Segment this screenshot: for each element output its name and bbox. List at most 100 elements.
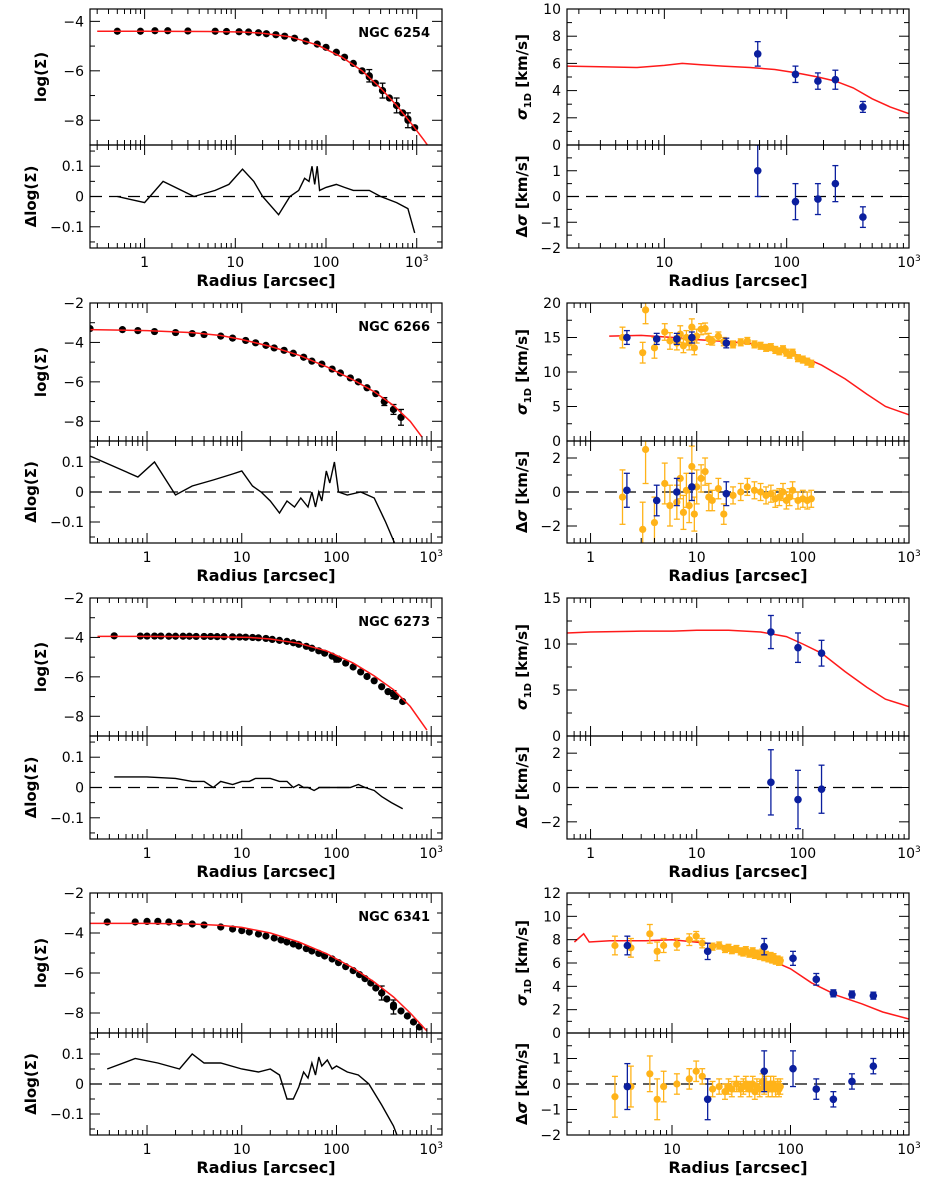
dispersion-frame (566, 597, 910, 737)
dispersion-blue-point (688, 333, 696, 342)
dispersion-panel: 0 5 10 15 20 σ1D [km/s] (513, 296, 910, 450)
xtick-label: 100 (323, 1142, 350, 1158)
dispersion-orange-point (750, 340, 759, 348)
residual-blue-point (789, 1064, 797, 1073)
x-axis-label: Radius [arcsec] (668, 1158, 807, 1177)
xtick-label: 103 (897, 549, 921, 566)
ylabel-unit: [km/s] (513, 34, 531, 93)
ytick-label: −0.1 (50, 1107, 84, 1123)
dispersion-blue-point (829, 989, 838, 998)
ylabel-delta: Δ (513, 226, 531, 238)
surface-point (409, 1018, 418, 1026)
ytick-label: −2 (63, 591, 84, 607)
surface-point (383, 995, 391, 1003)
ytick-label: 0 (552, 781, 561, 797)
x-axis-label: Radius [arcsec] (196, 271, 335, 290)
residual-orange-point (708, 1085, 717, 1093)
ytick-label: 0.1 (62, 750, 84, 766)
ytick-label: 0 (552, 729, 561, 745)
residual-blue-point (794, 795, 802, 804)
dispersion-data (567, 614, 909, 708)
residual-blue-point (812, 1085, 821, 1093)
dispersion-model-line (567, 629, 909, 708)
ylabel-subscript: 1D (523, 979, 534, 994)
surface-ylabel: log(Σ) (32, 642, 50, 692)
dispersion-blue-point (753, 50, 762, 58)
surface-residual-panel: 0.1 0 −0.1 1 10 100 103 Δlog(Σ) Radius [arcsec] (22, 144, 443, 290)
dispersion-residual-data (567, 749, 909, 830)
residual-orange-point (745, 1085, 754, 1093)
dispersion-frame (566, 8, 910, 146)
dispersion-blue-point (794, 643, 802, 652)
ytick-label: 0 (75, 190, 84, 206)
xtick-exponent: 3 (437, 549, 443, 559)
surface-point (245, 928, 253, 936)
x-axis-label: Radius [arcsec] (668, 271, 807, 290)
dispersion-panel: 0 2 4 6 8 10 12 σ1D [km/s] (513, 886, 910, 1042)
dispersion-blue-point (869, 991, 878, 1000)
ytick-label: 8 (552, 29, 561, 45)
ylabel-subscript: 1D (523, 683, 534, 698)
residual-orange-point (750, 486, 759, 494)
dispersion-orange-point (737, 338, 745, 346)
dispersion-blue-point (703, 947, 712, 956)
surface-data (90, 325, 423, 438)
residual-orange-point (732, 1080, 741, 1088)
xtick-label: 10 (233, 1142, 251, 1158)
residual-blue-point (814, 195, 822, 203)
surface-residual-line (117, 166, 416, 234)
ylabel-subscript: 1D (523, 93, 534, 108)
surface-point (289, 940, 297, 948)
residual-orange-point (611, 1093, 619, 1101)
ytick-label: 2 (552, 111, 561, 127)
ytick-label: 6 (552, 56, 561, 72)
ylabel-subscript: 1D (523, 388, 534, 403)
residual-blue-point (869, 1062, 878, 1070)
ytick-label: −1 (540, 215, 561, 231)
surface-point (165, 918, 173, 926)
residual-orange-point (737, 488, 745, 496)
surface-point (349, 663, 357, 671)
residual-blue-point (652, 496, 661, 505)
surface-point (131, 918, 139, 926)
ylabel-sigma: σ (513, 805, 531, 817)
ytick-label: 1 (552, 1052, 561, 1068)
xtick-label: 1 (586, 550, 595, 566)
dispersion-blue-point (767, 628, 775, 636)
cluster-label: NGC 6254 (358, 26, 430, 41)
ytick-label: 0.1 (62, 455, 84, 471)
dispersion-residual-panel: 2 0 −2 1 10 100 103 Δσ [km/s] Radius [arcsec] (513, 440, 921, 585)
surface-residual-panel: 0.1 0 −0.1 1 10 100 103 Δlog(Σ) Radius [arcsec] (22, 440, 443, 585)
dispersion-residual-ylabel: Δσ [km/s] (513, 155, 531, 237)
ytick-label: 10 (543, 637, 561, 653)
residual-blue-point (831, 179, 840, 188)
ylabel-delta: Δ (513, 521, 531, 533)
surface-model-line (90, 922, 428, 1032)
surface-point (277, 936, 285, 944)
dispersion-blue-point (760, 942, 769, 951)
residual-orange-point (742, 1080, 750, 1088)
dispersion-orange-point (729, 340, 737, 348)
ytick-label: 5 (552, 400, 561, 416)
dispersion-blue-point (789, 954, 797, 963)
residual-orange-point (708, 496, 716, 505)
ytick-label: −2 (540, 815, 561, 831)
ytick-label: −6 (63, 670, 84, 686)
ytick-label: 0 (552, 1026, 561, 1042)
dispersion-frame (566, 892, 910, 1034)
dispersion-orange-point (666, 337, 674, 345)
surface-data (90, 917, 428, 1032)
ytick-label: −6 (63, 966, 84, 982)
x-axis-label: Radius [arcsec] (196, 862, 335, 881)
surface-residual-ylabel: Δlog(Σ) (22, 166, 40, 228)
ytick-label: 2 (552, 746, 561, 762)
ytick-label: −8 (63, 709, 84, 725)
residual-orange-point (685, 502, 693, 510)
ytick-label: −1 (540, 1103, 561, 1119)
surface-residual-data (90, 776, 442, 810)
residual-orange-point (666, 502, 674, 510)
xtick-exponent: 3 (423, 254, 429, 264)
